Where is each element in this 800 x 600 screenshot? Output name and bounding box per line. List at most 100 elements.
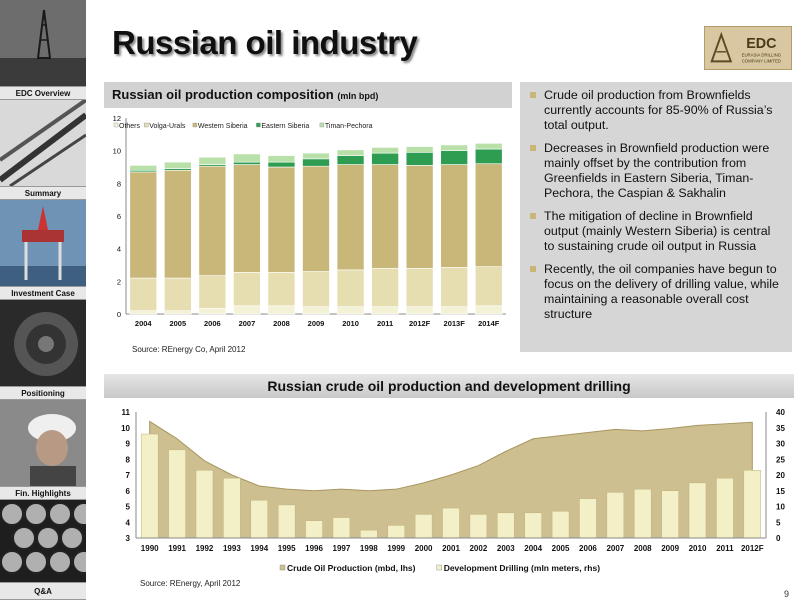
bar-segment xyxy=(198,307,227,315)
nav-rail: EDC Overview Summary Investment Case Pos… xyxy=(0,0,86,600)
logo-subtitle-2: COMPANY LIMITED xyxy=(742,58,781,63)
drilling-bar xyxy=(332,517,351,539)
chart2-title: Russian crude oil production and develop… xyxy=(104,374,794,398)
legend-swatch xyxy=(144,122,149,128)
x-tick-label: 1994 xyxy=(250,544,268,553)
bar-segment xyxy=(129,165,158,171)
legend-label: Crude Oil Production (mbd, lhs) xyxy=(287,563,416,573)
chart1-unit: (mln bpd) xyxy=(337,91,379,101)
x-tick-label: 2010 xyxy=(689,544,707,553)
y-tick-label: 12 xyxy=(113,114,121,123)
nav-item-qa[interactable]: Q&A xyxy=(0,582,86,600)
drilling-bar xyxy=(250,499,269,539)
x-tick-label: 2006 xyxy=(579,544,597,553)
x-tick-label: 2012F xyxy=(409,319,431,328)
legend-label: Volga-Urals xyxy=(149,123,186,130)
x-tick-label: 2005 xyxy=(169,319,186,328)
drilling-bar xyxy=(579,498,597,539)
nav-item-summary[interactable]: Summary xyxy=(0,186,86,200)
legend-label: Timan-Pechora xyxy=(325,123,373,130)
drilling-bar xyxy=(633,488,652,539)
x-tick-label: 2001 xyxy=(442,544,460,553)
drill-bit-photo xyxy=(0,300,86,386)
bullet-item: Crude oil production from Brownfields cu… xyxy=(526,88,784,133)
x-tick-label: 1995 xyxy=(278,544,296,553)
left-tick-label: 9 xyxy=(126,440,131,449)
left-tick-label: 4 xyxy=(126,518,131,527)
y-tick-label: 10 xyxy=(113,147,121,156)
bar-segment xyxy=(267,166,296,273)
x-tick-label: 2006 xyxy=(204,319,221,328)
chart1-title: Russian oil production composition xyxy=(112,87,334,102)
production-drilling-chart: 3 4 5 6 7 8 9 10 11 0 5 10 15 20 25 30 35 40 1990 1991 1992 1… xyxy=(121,408,785,573)
drilling-bar xyxy=(497,512,515,539)
bar-segment xyxy=(233,305,261,315)
legend-swatch xyxy=(436,564,442,571)
bar-segment xyxy=(164,277,192,312)
left-tick-label: 7 xyxy=(126,471,131,480)
x-tick-label: 2012F xyxy=(741,544,764,553)
offshore-rig-photo xyxy=(0,200,86,286)
x-tick-label: 2009 xyxy=(661,544,679,553)
right-tick-label: 0 xyxy=(776,534,781,543)
right-tick-label: 5 xyxy=(776,518,781,527)
bar-segment xyxy=(198,165,227,276)
nav-item-investment-case[interactable]: Investment Case xyxy=(0,286,86,300)
bar-segment xyxy=(336,269,365,307)
drilling-bar xyxy=(551,510,570,539)
bar-segment xyxy=(233,164,261,273)
drilling-bar xyxy=(360,529,378,539)
legend-label: Development Drilling (mln meters, rhs) xyxy=(444,563,601,573)
y-tick-label: 2 xyxy=(117,277,121,286)
bar-segment xyxy=(371,267,399,307)
legend-label: Others xyxy=(119,123,141,130)
tubes-photo xyxy=(0,500,86,582)
y-tick-label: 0 xyxy=(117,310,121,319)
nav-item-edc-overview[interactable]: EDC Overview xyxy=(0,86,86,100)
bar-segment xyxy=(302,152,330,160)
x-tick-label: 2009 xyxy=(308,319,325,328)
x-tick-label: 1993 xyxy=(223,544,241,553)
nav-item-positioning[interactable]: Positioning xyxy=(0,386,86,400)
y-tick-label: 4 xyxy=(117,245,121,254)
x-tick-label: 1992 xyxy=(196,544,214,553)
x-tick-label: 1991 xyxy=(168,544,186,553)
bar-segment xyxy=(336,306,365,315)
page-number: 9 xyxy=(784,589,790,599)
oil-rig-photo xyxy=(0,0,86,86)
drilling-bar xyxy=(743,470,762,539)
bar-segment xyxy=(267,155,296,163)
x-tick-label: 2007 xyxy=(606,544,624,553)
x-tick-label: 1999 xyxy=(387,544,405,553)
bar-segment xyxy=(164,169,192,279)
x-tick-label: 1990 xyxy=(141,544,159,553)
nav-item-fin-highlights[interactable]: Fin. Highlights xyxy=(0,486,86,500)
drilling-bar xyxy=(469,514,488,539)
bar-segment xyxy=(233,161,261,165)
drilling-bar xyxy=(195,470,214,539)
bar-segment xyxy=(371,164,399,269)
bar-segment xyxy=(336,155,365,165)
x-tick-label: 1996 xyxy=(305,544,323,553)
page-title: Russian oil industry xyxy=(112,24,418,61)
x-tick-label: 1998 xyxy=(360,544,378,553)
bar-segment xyxy=(405,267,434,307)
legend-swatch xyxy=(279,564,286,571)
right-tick-label: 20 xyxy=(776,471,785,480)
bar-segment xyxy=(336,149,365,156)
x-tick-label: 2011 xyxy=(377,319,393,328)
drilling-bar xyxy=(223,477,241,539)
drilling-bar xyxy=(168,449,186,539)
chart1-source: Source: REnergy Co, April 2012 xyxy=(132,345,246,354)
x-tick-label: 2004 xyxy=(135,319,153,328)
pipes-photo xyxy=(0,100,86,186)
bar-segment xyxy=(405,151,434,166)
x-tick-label: 2008 xyxy=(634,544,652,553)
x-tick-label: 2005 xyxy=(552,544,570,553)
x-tick-label: 2013F xyxy=(444,319,466,328)
bar-segment xyxy=(474,143,503,150)
bar-segment xyxy=(440,267,468,307)
bullet-panel: Crude oil production from Brownfields cu… xyxy=(520,82,792,352)
bar-segment xyxy=(440,306,468,315)
bar-segment xyxy=(198,275,227,309)
